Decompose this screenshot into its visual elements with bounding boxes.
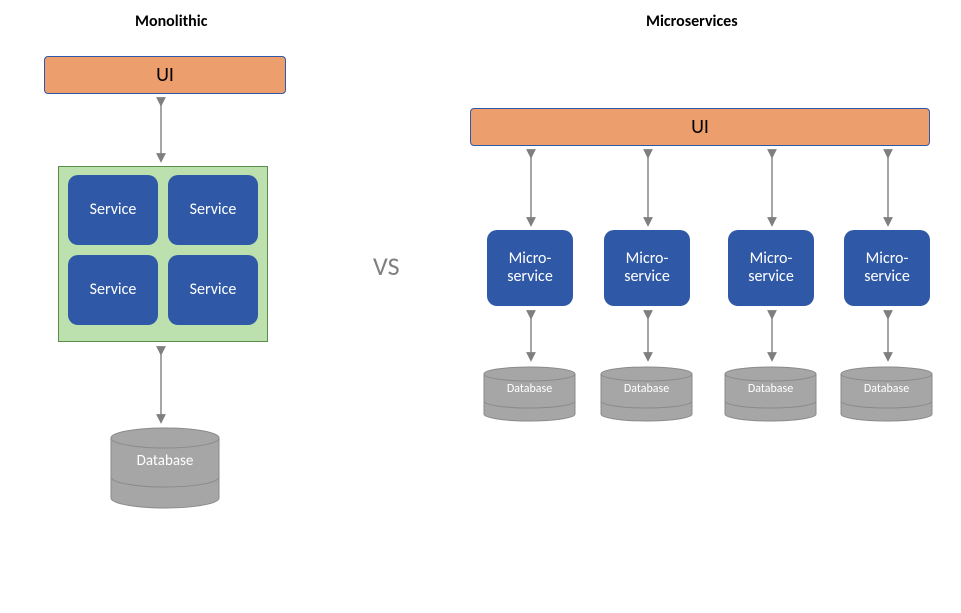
monolithic-service-box: Service [68,255,158,325]
monolithic-service-box: Service [168,175,258,245]
arrow-ui-microservice [881,149,895,232]
microservices-ui-label: UI [691,115,709,139]
microservice-box: Micro- service [487,230,573,306]
monolithic-ui-label: UI [156,63,174,87]
arrow-microservice-db [641,310,655,367]
microservice-box: Micro- service [604,230,690,306]
microservices-title: Microservices [646,12,738,31]
arrow-microservice-db [524,310,538,367]
monolithic-database: Database [110,427,220,509]
service-label: Service [90,281,137,299]
microservice-label: Micro- service [624,250,670,287]
microservice-label: Micro- service [507,250,553,287]
monolithic-service-container: Service Service Service Service [58,166,268,342]
microservice-database: Database [840,366,933,422]
microservice-db-label: Database [724,382,817,396]
microservice-db-label: Database [600,382,693,396]
arrow-ui-microservice [641,149,655,232]
arrow-ui-services [154,97,168,168]
microservice-box: Micro- service [728,230,814,306]
service-label: Service [190,201,237,219]
arrow-services-db [154,346,168,429]
microservice-label: Micro- service [748,250,794,287]
microservices-ui-box: UI [470,108,930,146]
service-label: Service [90,201,137,219]
vs-label: VS [373,250,400,282]
monolithic-service-box: Service [168,255,258,325]
arrow-microservice-db [765,310,779,367]
monolithic-title: Monolithic [135,12,207,31]
arrow-microservice-db [881,310,895,367]
microservice-database: Database [724,366,817,422]
monolithic-db-label: Database [110,452,220,470]
arrow-ui-microservice [765,149,779,232]
microservice-database: Database [600,366,693,422]
microservice-db-label: Database [840,382,933,396]
arrow-ui-microservice [524,149,538,232]
microservice-label: Micro- service [864,250,910,287]
microservice-box: Micro- service [844,230,930,306]
monolithic-service-box: Service [68,175,158,245]
microservice-database: Database [483,366,576,422]
microservice-db-label: Database [483,382,576,396]
monolithic-ui-box: UI [44,56,286,94]
service-label: Service [190,281,237,299]
